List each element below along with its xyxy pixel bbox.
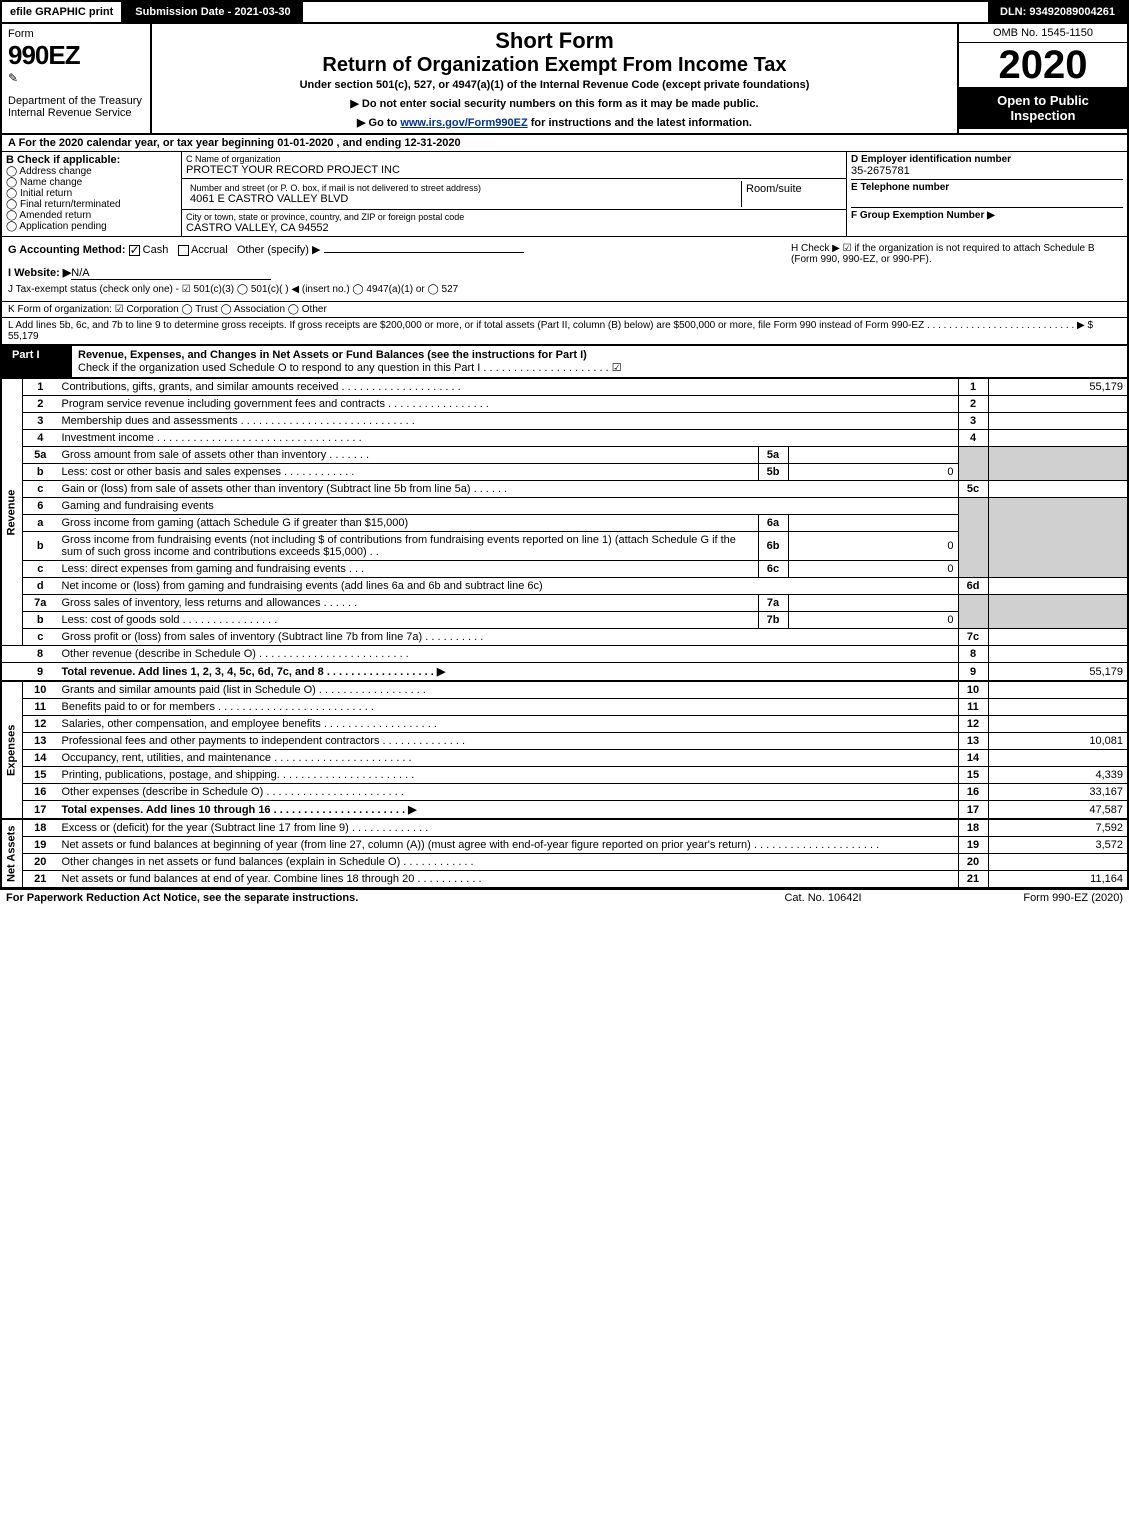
box-k: K Form of organization: ☑ Corporation ◯ … xyxy=(0,302,1129,318)
form-revision: Form 990-EZ (2020) xyxy=(923,892,1123,904)
submission-date: Submission Date - 2021-03-30 xyxy=(123,2,302,22)
tax-year: 2020 xyxy=(959,43,1127,87)
box-b: B Check if applicable: ◯ Address change … xyxy=(2,152,182,236)
dln-label: DLN: 93492089004261 xyxy=(988,2,1127,22)
catalog-number: Cat. No. 10642I xyxy=(723,892,923,904)
box-j: J Tax-exempt status (check only one) - ☑… xyxy=(8,284,791,295)
header-left: Form 990EZ ✎ Department of the Treasury … xyxy=(2,24,152,133)
line-19-val: 3,572 xyxy=(988,837,1128,854)
revenue-section-label: Revenue xyxy=(1,379,23,646)
form-word: Form xyxy=(8,28,144,40)
box-g: G Accounting Method: Cash Accrual Other … xyxy=(8,243,791,256)
form-number: 990EZ xyxy=(8,40,144,71)
box-i: I Website: ▶N/A xyxy=(8,266,791,280)
city-label: City or town, state or province, country… xyxy=(186,212,842,222)
chk-name-change[interactable]: ◯ Name change xyxy=(6,177,177,188)
line-1-rn: 1 xyxy=(958,379,988,396)
line-1-desc: Contributions, gifts, grants, and simila… xyxy=(58,379,959,396)
financial-table: Revenue 1Contributions, gifts, grants, a… xyxy=(0,379,1129,889)
line-1-num: 1 xyxy=(23,379,58,396)
box-h: H Check ▶ ☑ if the organization is not r… xyxy=(791,243,1121,295)
room-suite-label: Room/suite xyxy=(742,181,842,207)
header-middle: Short Form Return of Organization Exempt… xyxy=(152,24,957,133)
line-9-val: 55,179 xyxy=(988,663,1128,682)
subtitle-1: Under section 501(c), 527, or 4947(a)(1)… xyxy=(160,79,949,91)
open-public: Open to Public Inspection xyxy=(959,87,1127,129)
box-f-label: F Group Exemption Number ▶ xyxy=(851,207,1123,221)
chk-application-pending[interactable]: ◯ Application pending xyxy=(6,221,177,232)
line-18-val: 7,592 xyxy=(988,819,1128,837)
part-i-label: Part I xyxy=(2,346,72,377)
city-state-zip: CASTRO VALLEY, CA 94552 xyxy=(186,222,842,234)
addr-label: Number and street (or P. O. box, if mail… xyxy=(190,183,737,193)
irs-label: Internal Revenue Service xyxy=(8,107,144,119)
line-21-val: 11,164 xyxy=(988,871,1128,889)
line-15-val: 4,339 xyxy=(988,767,1128,784)
chk-amended-return[interactable]: ◯ Amended return xyxy=(6,210,177,221)
toolbar-spacer xyxy=(303,2,988,22)
header-right: OMB No. 1545-1150 2020 Open to Public In… xyxy=(957,24,1127,133)
box-b-header: B Check if applicable: xyxy=(6,154,177,166)
paperwork-notice: For Paperwork Reduction Act Notice, see … xyxy=(6,892,723,904)
section-ghij: G Accounting Method: Cash Accrual Other … xyxy=(0,237,1129,302)
subtitle-3: ▶ Go to www.irs.gov/Form990EZ for instru… xyxy=(160,116,949,129)
form-header: Form 990EZ ✎ Department of the Treasury … xyxy=(0,24,1129,135)
gross-receipts-value: 55,179 xyxy=(8,331,39,342)
box-c-label: C Name of organization xyxy=(186,154,842,164)
expenses-section-label: Expenses xyxy=(1,681,23,819)
line-16-val: 33,167 xyxy=(988,784,1128,801)
subtitle-2: ▶ Do not enter social security numbers o… xyxy=(160,97,949,110)
street-address: 4061 E CASTRO VALLEY BLVD xyxy=(190,193,737,205)
chk-accrual[interactable] xyxy=(178,245,189,256)
goto-post: for instructions and the latest informat… xyxy=(528,117,752,129)
line-17-val: 47,587 xyxy=(988,801,1128,820)
box-c: C Name of organization PROTECT YOUR RECO… xyxy=(182,152,847,236)
org-name: PROTECT YOUR RECORD PROJECT INC xyxy=(186,164,842,176)
part-i-title: Revenue, Expenses, and Changes in Net As… xyxy=(78,349,1121,361)
part-i-header: Part I Revenue, Expenses, and Changes in… xyxy=(0,346,1129,379)
top-toolbar: efile GRAPHIC print Submission Date - 20… xyxy=(0,0,1129,24)
website-value: N/A xyxy=(71,267,271,280)
line-13-val: 10,081 xyxy=(988,733,1128,750)
return-title: Return of Organization Exempt From Incom… xyxy=(160,54,949,77)
box-d-label: D Employer identification number xyxy=(851,154,1123,165)
part-i-check: Check if the organization used Schedule … xyxy=(78,361,1121,374)
chk-initial-return[interactable]: ◯ Initial return xyxy=(6,188,177,199)
chk-final-return[interactable]: ◯ Final return/terminated xyxy=(6,199,177,210)
chk-cash[interactable] xyxy=(129,245,140,256)
chk-address-change[interactable]: ◯ Address change xyxy=(6,166,177,177)
omb-number: OMB No. 1545-1150 xyxy=(959,24,1127,43)
box-l: L Add lines 5b, 6c, and 7b to line 9 to … xyxy=(0,318,1129,346)
irs-link[interactable]: www.irs.gov/Form990EZ xyxy=(400,117,527,129)
ein-value: 35-2675781 xyxy=(851,165,1123,177)
department-label: Department of the Treasury xyxy=(8,95,144,107)
goto-pre: ▶ Go to xyxy=(357,117,400,129)
efile-print-button[interactable]: efile GRAPHIC print xyxy=(2,2,123,22)
section-ab-cdef: B Check if applicable: ◯ Address change … xyxy=(0,152,1129,237)
netassets-section-label: Net Assets xyxy=(1,819,23,888)
short-form-title: Short Form xyxy=(160,28,949,54)
box-e-label: E Telephone number xyxy=(851,179,1123,193)
footer: For Paperwork Reduction Act Notice, see … xyxy=(0,889,1129,906)
line-a: A For the 2020 calendar year, or tax yea… xyxy=(0,135,1129,152)
line-1-val: 55,179 xyxy=(988,379,1128,396)
box-def: D Employer identification number 35-2675… xyxy=(847,152,1127,236)
